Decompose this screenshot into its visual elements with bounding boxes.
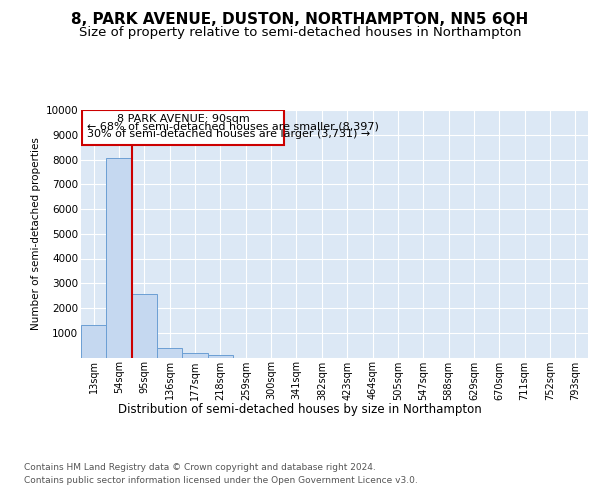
Bar [182, 353, 208, 358]
Y-axis label: Number of semi-detached properties: Number of semi-detached properties [31, 138, 41, 330]
Text: Contains HM Land Registry data © Crown copyright and database right 2024.: Contains HM Land Registry data © Crown c… [24, 462, 376, 471]
Text: Contains public sector information licensed under the Open Government Licence v3: Contains public sector information licen… [24, 476, 418, 485]
Text: 8 PARK AVENUE: 90sqm: 8 PARK AVENUE: 90sqm [116, 114, 250, 124]
Bar [132, 294, 157, 358]
Bar [106, 158, 132, 358]
Bar [82, 110, 284, 144]
Bar [208, 355, 233, 358]
Bar [81, 326, 106, 358]
Text: Size of property relative to semi-detached houses in Northampton: Size of property relative to semi-detach… [79, 26, 521, 39]
Text: 30% of semi-detached houses are larger (3,731) →: 30% of semi-detached houses are larger (… [88, 129, 371, 139]
Text: Distribution of semi-detached houses by size in Northampton: Distribution of semi-detached houses by … [118, 402, 482, 415]
Bar [157, 348, 182, 358]
Text: ← 68% of semi-detached houses are smaller (8,397): ← 68% of semi-detached houses are smalle… [88, 122, 379, 132]
Text: 8, PARK AVENUE, DUSTON, NORTHAMPTON, NN5 6QH: 8, PARK AVENUE, DUSTON, NORTHAMPTON, NN5… [71, 12, 529, 28]
